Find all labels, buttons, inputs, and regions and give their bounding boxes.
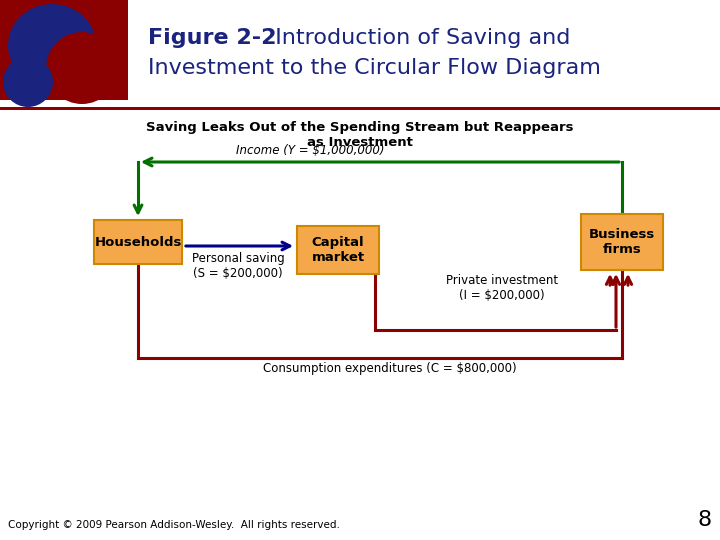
Text: Business
firms: Business firms bbox=[589, 228, 655, 256]
Text: as Investment: as Investment bbox=[307, 136, 413, 148]
Bar bbox=[0, 0, 128, 100]
Text: Consumption expenditures (C = $800,000): Consumption expenditures (C = $800,000) bbox=[264, 362, 517, 375]
Ellipse shape bbox=[46, 32, 118, 104]
Text: Capital
market: Capital market bbox=[312, 236, 364, 264]
Ellipse shape bbox=[8, 4, 96, 86]
Text: Saving Leaks Out of the Spending Stream but Reappears: Saving Leaks Out of the Spending Stream … bbox=[146, 122, 574, 134]
FancyBboxPatch shape bbox=[94, 220, 182, 264]
Text: Income (Y = $1,000,000): Income (Y = $1,000,000) bbox=[235, 144, 384, 157]
Text: Investment to the Circular Flow Diagram: Investment to the Circular Flow Diagram bbox=[148, 58, 601, 78]
Bar bbox=[0, 107, 720, 110]
Text: Households: Households bbox=[94, 235, 181, 248]
FancyBboxPatch shape bbox=[297, 226, 379, 274]
Text: Copyright © 2009 Pearson Addison-Wesley.  All rights reserved.: Copyright © 2009 Pearson Addison-Wesley.… bbox=[8, 520, 340, 530]
Text: Private investment
(I = $200,000): Private investment (I = $200,000) bbox=[446, 274, 558, 302]
Text: Personal saving
(S = $200,000): Personal saving (S = $200,000) bbox=[192, 252, 284, 280]
Text: 8: 8 bbox=[698, 510, 712, 530]
Bar bbox=[128, 0, 720, 108]
FancyBboxPatch shape bbox=[581, 214, 663, 270]
Text: Figure 2-2: Figure 2-2 bbox=[148, 28, 276, 48]
Text: Introduction of Saving and: Introduction of Saving and bbox=[261, 28, 570, 48]
Ellipse shape bbox=[3, 57, 53, 107]
